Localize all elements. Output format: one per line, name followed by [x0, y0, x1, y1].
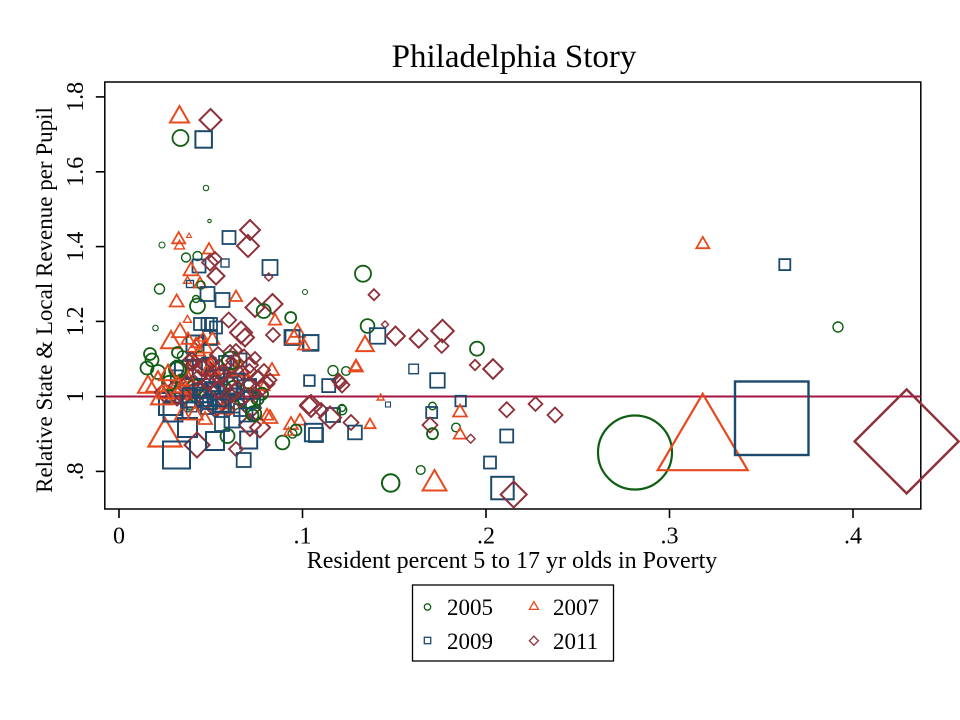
svg-text:Resident percent 5 to 17 yr ol: Resident percent 5 to 17 yr olds in Pove…: [307, 548, 718, 574]
svg-text:.1: .1: [294, 524, 312, 550]
svg-text:2011: 2011: [553, 629, 598, 654]
svg-text:1.4: 1.4: [63, 232, 89, 262]
svg-text:2005: 2005: [447, 595, 493, 620]
svg-text:2007: 2007: [553, 595, 599, 620]
svg-text:1.8: 1.8: [63, 82, 89, 112]
svg-text:1: 1: [63, 391, 89, 403]
svg-text:1.2: 1.2: [63, 306, 89, 336]
svg-text:Philadelphia Story: Philadelphia Story: [392, 39, 637, 75]
svg-text:1.6: 1.6: [63, 157, 89, 187]
svg-text:.3: .3: [661, 524, 679, 550]
svg-text:.8: .8: [63, 462, 89, 480]
svg-text:0: 0: [113, 524, 125, 550]
svg-text:.4: .4: [844, 524, 862, 550]
svg-text:2009: 2009: [447, 629, 493, 654]
svg-text:.2: .2: [477, 524, 495, 550]
svg-text:Relative State & Local Revenue: Relative State & Local Revenue per Pupil: [32, 107, 57, 493]
